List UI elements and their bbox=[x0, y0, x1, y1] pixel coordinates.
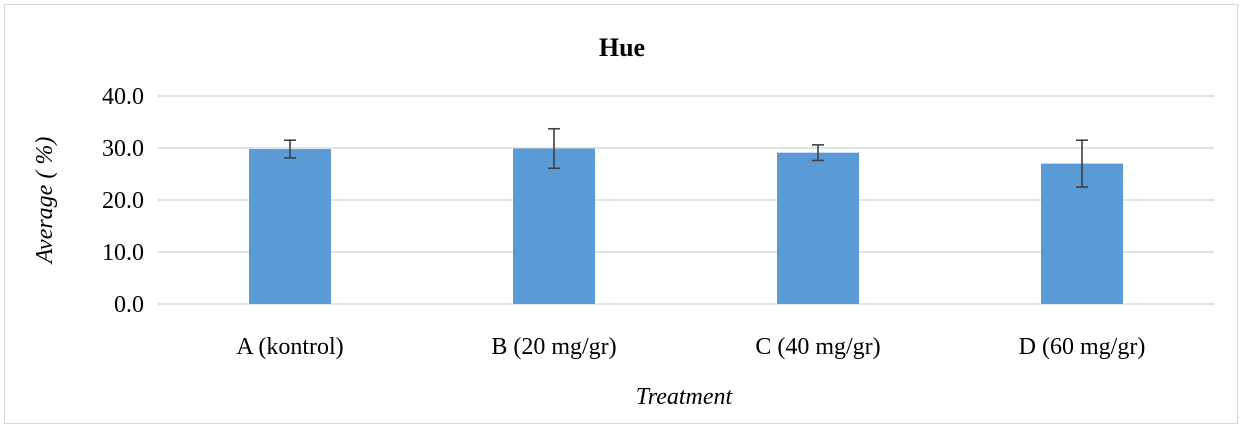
y-tick-label: 10.0 bbox=[102, 240, 144, 266]
error-bars bbox=[284, 127, 1088, 188]
bars bbox=[249, 148, 1123, 304]
x-category-label: C (40 mg/gr) bbox=[755, 334, 880, 360]
x-category-label: A (kontrol) bbox=[236, 334, 343, 360]
bar-b bbox=[513, 148, 595, 304]
y-axis-title: Average ( %) bbox=[32, 137, 58, 266]
y-tick-label: 30.0 bbox=[102, 136, 144, 162]
bar-a bbox=[249, 149, 331, 304]
error-bar-a bbox=[284, 139, 296, 159]
error-bar-b bbox=[548, 127, 560, 170]
x-axis-title: Treatment bbox=[636, 384, 734, 410]
y-tick-label: 20.0 bbox=[102, 188, 144, 214]
chart-frame bbox=[4, 4, 1238, 424]
chart-title: Hue bbox=[599, 33, 645, 62]
y-tick-label: 40.0 bbox=[102, 84, 144, 110]
y-tick-label: 0.0 bbox=[114, 292, 144, 318]
y-tick-labels: 0.0 10.0 20.0 30.0 40.0 bbox=[102, 84, 144, 318]
bar-c bbox=[777, 152, 859, 304]
x-category-label: D (60 mg/gr) bbox=[1019, 334, 1146, 360]
grid-lines bbox=[158, 95, 1214, 305]
error-bar-c bbox=[812, 144, 824, 162]
error-bar-d bbox=[1076, 139, 1088, 188]
x-category-label: B (20 mg/gr) bbox=[491, 334, 616, 360]
x-category-labels: A (kontrol) B (20 mg/gr) C (40 mg/gr) D (60… bbox=[236, 334, 1145, 360]
